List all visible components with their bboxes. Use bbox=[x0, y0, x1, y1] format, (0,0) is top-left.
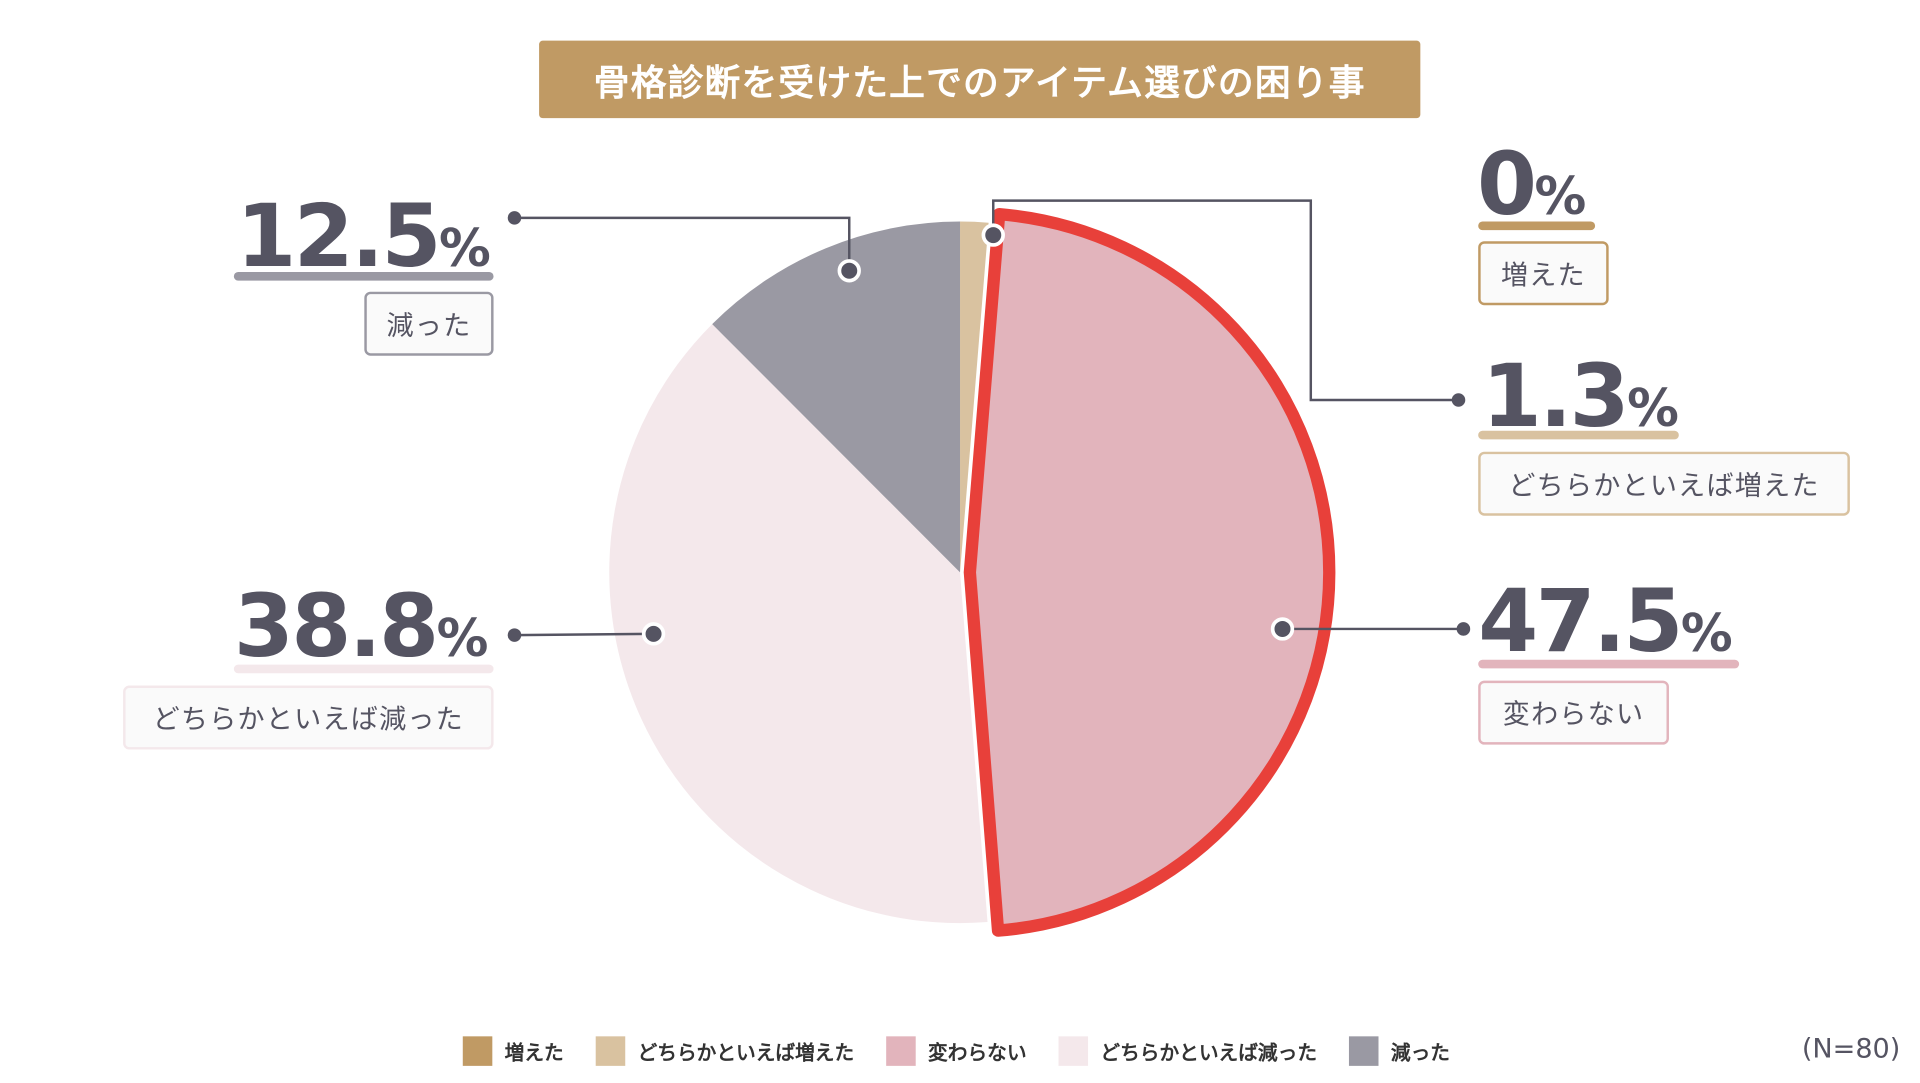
pie-slice bbox=[963, 207, 1336, 937]
legend-item: 変わらない bbox=[886, 1036, 1027, 1066]
category-label-increased: 増えた bbox=[1478, 241, 1609, 306]
data-label-slightly-decreased: 38.8% bbox=[233, 576, 489, 677]
leader-line-decreased bbox=[514, 216, 851, 271]
legend-item: 減った bbox=[1349, 1036, 1450, 1066]
leader-dot bbox=[641, 622, 666, 646]
pie-slice bbox=[609, 324, 988, 924]
leader-dot bbox=[981, 223, 1005, 247]
legend-item: どちらかといえば増えた bbox=[595, 1036, 854, 1066]
category-label-slightly-decreased: どちらかといえば減った bbox=[123, 685, 494, 750]
data-label-decreased: 12.5% bbox=[236, 185, 491, 287]
sample-size-note: (N=80) bbox=[1801, 1033, 1901, 1065]
chart-title: 骨格診断を受けた上でのアイテム選びの困り事 bbox=[539, 40, 1421, 119]
leader-dot bbox=[837, 259, 861, 283]
leader-line-slightly-decreased bbox=[514, 632, 654, 637]
category-label-decreased: 減った bbox=[364, 291, 494, 356]
leader-dot bbox=[1270, 617, 1295, 641]
leader-line-increased bbox=[992, 199, 1459, 402]
legend: 増えた どちらかといえば増えた 変わらない どちらかといえば減った 減った bbox=[462, 1036, 1482, 1066]
data-label-slightly-increased: 1.3% bbox=[1481, 345, 1679, 447]
legend-item: どちらかといえば減った bbox=[1058, 1036, 1317, 1066]
pie-slice bbox=[960, 221, 989, 573]
category-label-unchanged: 変わらない bbox=[1478, 680, 1669, 745]
pie-slice bbox=[712, 221, 961, 573]
category-label-slightly-increased: どちらかといえば増えた bbox=[1478, 451, 1850, 516]
legend-item: 増えた bbox=[462, 1036, 564, 1066]
data-label-unchanged: 47.5% bbox=[1478, 571, 1733, 673]
data-label-increased: 0% bbox=[1476, 134, 1587, 236]
